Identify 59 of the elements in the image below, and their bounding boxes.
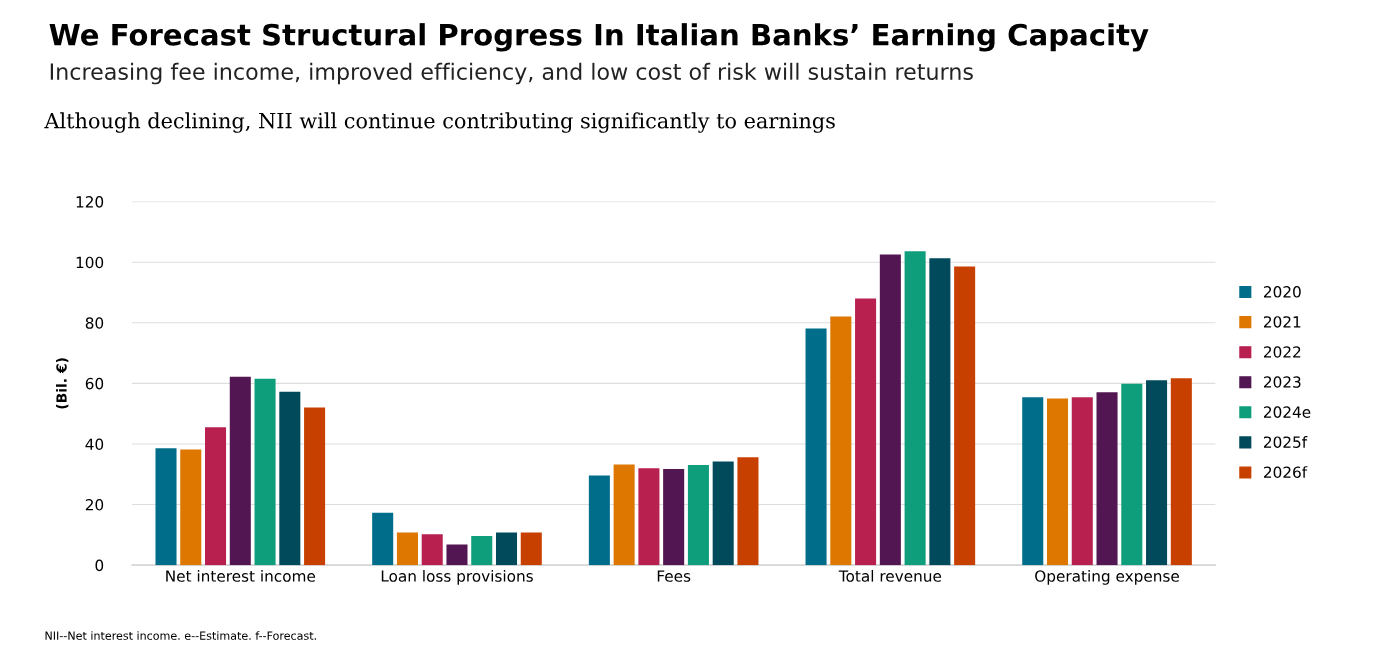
- y-axis-title: (Bil. €): [56, 358, 69, 409]
- bar: [1022, 397, 1044, 566]
- bar: [304, 407, 326, 566]
- bar: [372, 512, 394, 566]
- x-tick-label: Loan loss provisions: [381, 570, 533, 585]
- x-tick-label: Total revenue: [838, 570, 942, 582]
- bar: [687, 464, 709, 566]
- bar: [229, 376, 251, 566]
- bar: [180, 449, 202, 566]
- bar: [254, 378, 276, 566]
- legend-label: 2021: [1264, 316, 1301, 328]
- bar: [1071, 397, 1093, 566]
- bar: [520, 532, 542, 566]
- bar: [879, 254, 901, 566]
- bar: [495, 532, 518, 566]
- bar: [446, 544, 468, 566]
- bar: [954, 266, 976, 566]
- bar: [1096, 392, 1118, 566]
- bar: [663, 469, 685, 566]
- bar: [588, 475, 610, 566]
- chart-subtitle: Increasing fee income, improved efficiency, and low cost of risk will sustain returns: [50, 62, 973, 85]
- bar: [904, 251, 926, 566]
- bar: [638, 468, 660, 566]
- x-tick-label: Operating expense: [1035, 570, 1179, 585]
- x-tick-label: Fees: [657, 570, 691, 582]
- text: NII--Net interest income. e--Estimate. f--Forecast.: [45, 631, 316, 640]
- y-tick-label: 120: [76, 196, 104, 208]
- bar: [613, 464, 635, 566]
- bar: [421, 534, 443, 566]
- bar: [471, 536, 493, 566]
- bar: [1046, 398, 1069, 566]
- y-tick-label: 40: [85, 438, 104, 450]
- x-tick-label: Net interest income: [166, 570, 316, 582]
- bar: [929, 258, 951, 566]
- y-tick-label: 80: [85, 317, 104, 329]
- legend-label: 2022: [1264, 346, 1301, 358]
- legend-label: 2025f: [1264, 436, 1308, 448]
- bar: [737, 457, 759, 566]
- y-tick-label: 60: [85, 377, 104, 390]
- chart-title: We Forecast Structural Progress In Italian Banks’ Earning Capacity: [49, 23, 1149, 52]
- legend-label: 2020: [1264, 286, 1301, 298]
- legend-label: 2026f: [1264, 466, 1308, 478]
- bar: [712, 461, 734, 566]
- bar: [805, 328, 827, 566]
- legend-label: 2023: [1264, 376, 1301, 388]
- bar: [1121, 383, 1143, 566]
- bar: [155, 448, 177, 566]
- text: Although declining, NII will continue contributing significantly to earnings: [44, 112, 835, 133]
- legend-label: 2024e: [1264, 406, 1311, 418]
- y-tick-label: 20: [85, 499, 104, 511]
- bar: [205, 427, 227, 566]
- bar: [1170, 378, 1192, 566]
- bar: [396, 532, 418, 566]
- bar: [855, 298, 877, 566]
- bar: [279, 391, 301, 566]
- y-tick-label: 100: [76, 256, 104, 269]
- y-tick-label: 0: [95, 559, 104, 572]
- bar: [1146, 380, 1168, 566]
- bar: [830, 316, 852, 566]
